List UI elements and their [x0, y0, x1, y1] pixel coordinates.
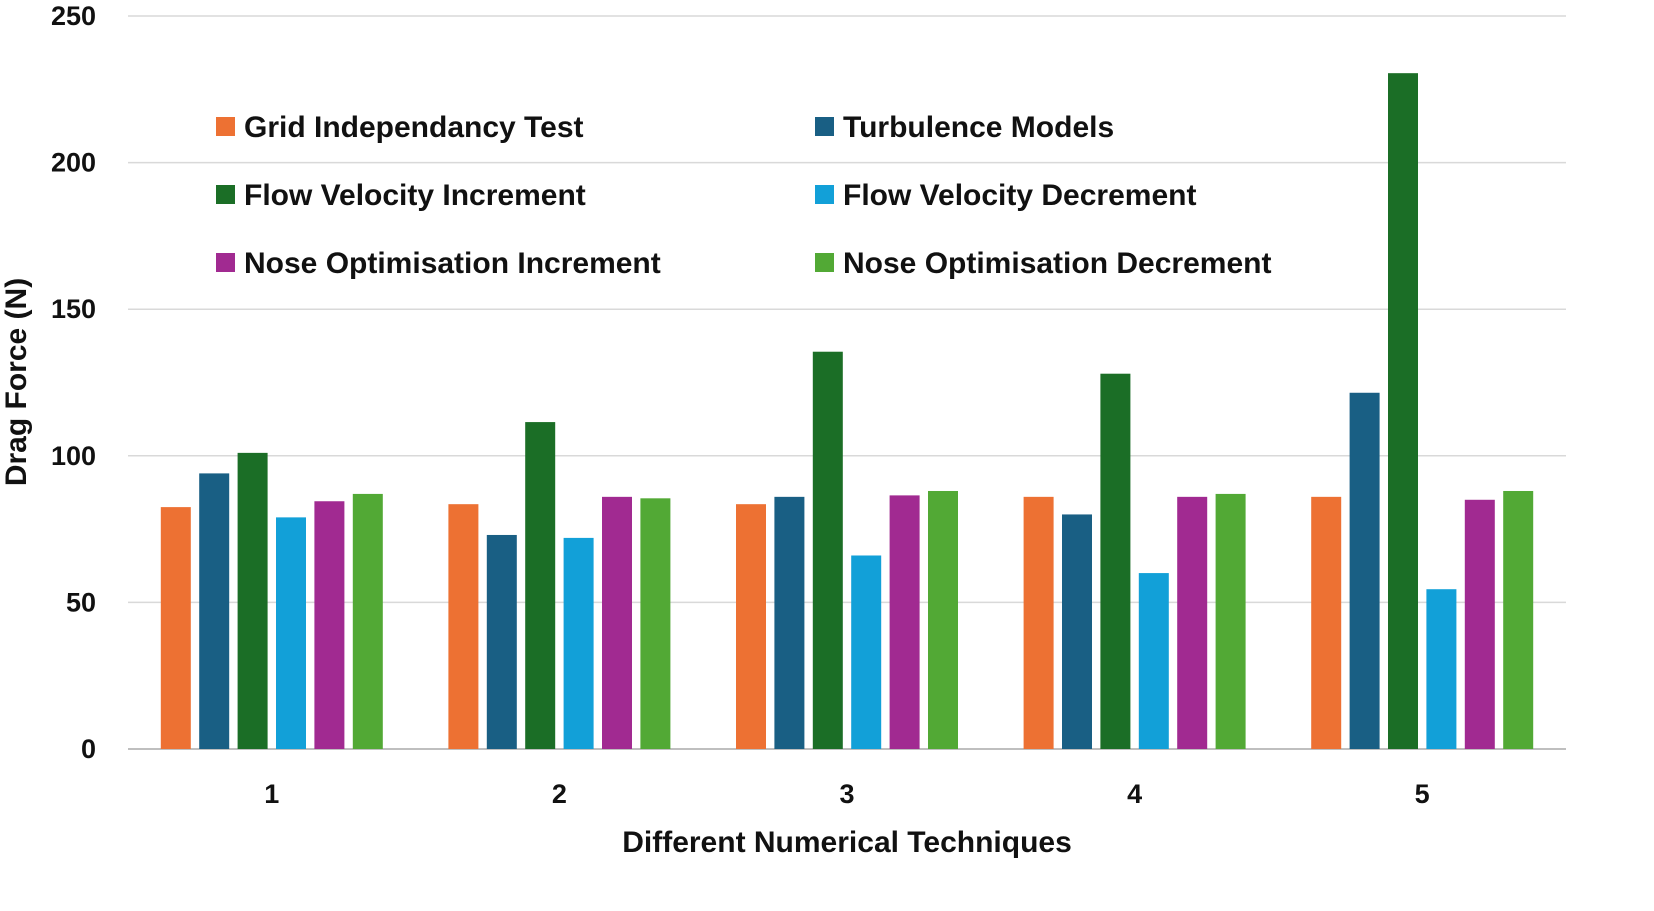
- bar-grid-independancy-test-2: [448, 504, 479, 749]
- legend-item-nose-optimisation-increment: Nose Optimisation Increment: [216, 247, 661, 280]
- legend-label: Nose Optimisation Decrement: [843, 247, 1271, 280]
- y-tick-label: 100: [51, 441, 96, 471]
- legend-swatch: [216, 117, 235, 136]
- bar-nose-optimisation-decrement-2: [640, 498, 671, 749]
- x-tick-label: 3: [839, 779, 854, 809]
- legend-item-nose-optimisation-decrement: Nose Optimisation Decrement: [815, 247, 1271, 280]
- legend-item-flow-velocity-increment: Flow Velocity Increment: [216, 179, 586, 212]
- bar-flow-velocity-decrement-3: [851, 555, 882, 749]
- bar-nose-optimisation-increment-4: [1177, 496, 1208, 749]
- bar-nose-optimisation-increment-1: [314, 501, 345, 749]
- legend-item-turbulence-models: Turbulence Models: [815, 111, 1114, 144]
- legend-item-flow-velocity-decrement: Flow Velocity Decrement: [815, 179, 1196, 212]
- legend-swatch: [216, 185, 235, 204]
- bar-turbulence-models-2: [486, 534, 517, 749]
- bar-nose-optimisation-decrement-3: [928, 490, 958, 749]
- tick-labels: 0 50 100 150 200 250 1 2 3 4 5: [51, 1, 1430, 809]
- bar-turbulence-models-3: [774, 496, 805, 749]
- y-tick-label: 150: [51, 294, 96, 324]
- legend-label: Flow Velocity Decrement: [843, 179, 1196, 212]
- bar-flow-velocity-decrement-5: [1426, 589, 1457, 749]
- bar-nose-optimisation-increment-3: [889, 495, 920, 749]
- legend-swatch: [815, 253, 834, 272]
- bar-flow-velocity-increment-3: [812, 351, 843, 749]
- legend-label: Turbulence Models: [843, 111, 1114, 144]
- bar-nose-optimisation-increment-5: [1464, 499, 1495, 749]
- bar-nose-optimisation-decrement-1: [352, 493, 383, 749]
- legend-swatch: [815, 185, 834, 204]
- y-tick-label: 200: [51, 148, 96, 178]
- bar-nose-optimisation-decrement-4: [1215, 493, 1246, 749]
- legend-swatch: [815, 117, 834, 136]
- x-tick-label: 2: [552, 779, 567, 809]
- bar-flow-velocity-decrement-2: [563, 537, 594, 749]
- bar-nose-optimisation-decrement-5: [1503, 490, 1534, 749]
- bar-flow-velocity-increment-4: [1100, 373, 1131, 749]
- bar-grid-independancy-test-4: [1023, 496, 1054, 749]
- bar-flow-velocity-increment-2: [525, 422, 556, 749]
- y-tick-label: 250: [51, 1, 96, 31]
- y-tick-label: 50: [66, 587, 96, 617]
- bar-flow-velocity-decrement-4: [1138, 573, 1169, 749]
- y-tick-label: 0: [81, 734, 96, 764]
- legend-swatch: [216, 253, 235, 272]
- bar-grid-independancy-test-5: [1311, 496, 1342, 749]
- bar-turbulence-models-4: [1062, 514, 1092, 749]
- bar-flow-velocity-decrement-1: [276, 517, 306, 749]
- legend-label: Grid Independancy Test: [244, 111, 584, 144]
- legend-label: Nose Optimisation Increment: [244, 247, 661, 280]
- x-axis-label: Different Numerical Techniques: [622, 826, 1072, 859]
- x-tick-label: 5: [1415, 779, 1430, 809]
- y-axis-label: Drag Force (N): [0, 278, 33, 486]
- bar-grid-independancy-test-3: [736, 504, 766, 749]
- legend-item-grid-independancy-test: Grid Independancy Test: [216, 111, 584, 144]
- legend: Grid Independancy Test Turbulence Models F…: [216, 111, 1271, 280]
- x-tick-label: 1: [264, 779, 279, 809]
- bars: [160, 73, 1534, 749]
- bar-turbulence-models-5: [1349, 392, 1380, 749]
- bar-flow-velocity-increment-5: [1388, 73, 1418, 749]
- bar-turbulence-models-1: [199, 473, 230, 749]
- bar-nose-optimisation-increment-2: [602, 496, 632, 749]
- x-tick-label: 4: [1127, 779, 1142, 809]
- bar-grid-independancy-test-1: [160, 507, 191, 749]
- bar-flow-velocity-increment-1: [237, 452, 268, 749]
- legend-label: Flow Velocity Increment: [244, 179, 586, 212]
